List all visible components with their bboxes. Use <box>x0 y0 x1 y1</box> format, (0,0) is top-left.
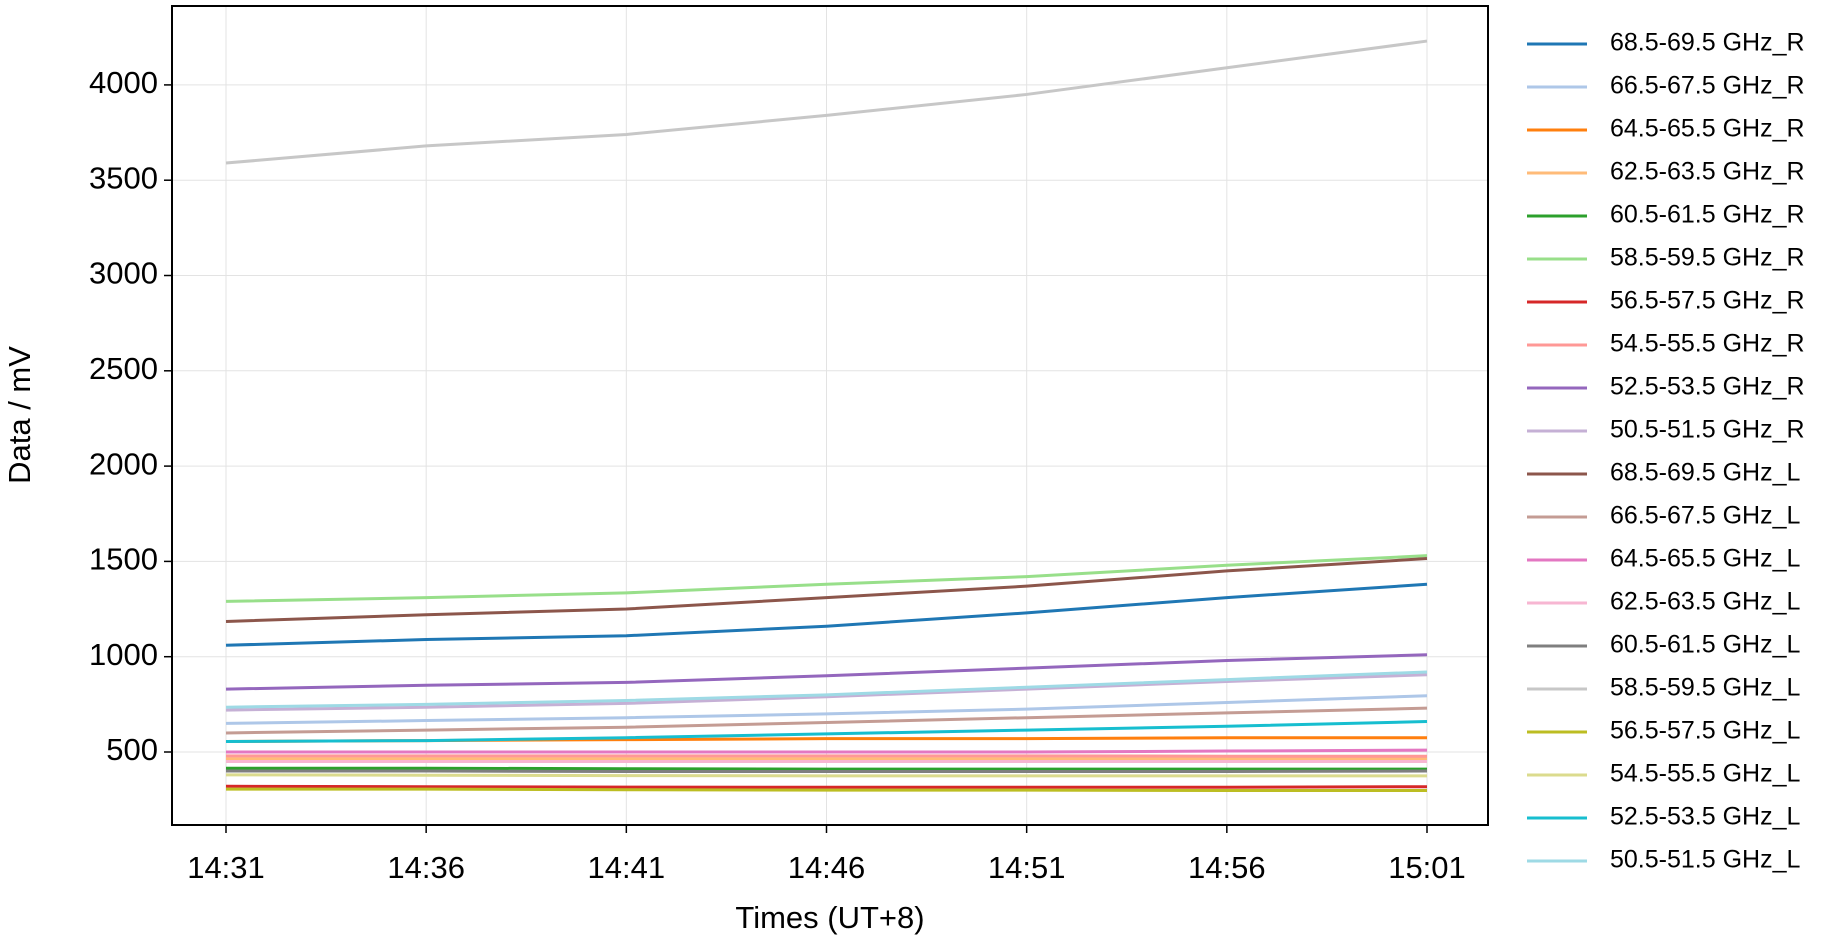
x-tick-label: 14:46 <box>788 850 866 885</box>
data-line <box>225 773 1427 778</box>
legend-label: 64.5-65.5 GHz_L <box>1610 545 1800 573</box>
data-line <box>225 720 1428 744</box>
legend-label: 52.5-53.5 GHz_R <box>1610 373 1805 401</box>
y-tick-label: 4000 <box>89 65 158 100</box>
legend-label: 54.5-55.5 GHz_L <box>1610 760 1800 788</box>
legend-label: 50.5-51.5 GHz_R <box>1610 416 1805 444</box>
legend-label: 56.5-57.5 GHz_R <box>1610 287 1805 315</box>
legend-label: 66.5-67.5 GHz_L <box>1610 502 1800 530</box>
x-tick-label: 14:41 <box>588 850 666 885</box>
legend-label: 56.5-57.5 GHz_L <box>1610 717 1800 745</box>
data-line <box>225 653 1428 691</box>
data-line <box>225 557 1428 623</box>
y-tick-label: 1500 <box>89 542 158 577</box>
legend-label: 60.5-61.5 GHz_L <box>1610 631 1800 659</box>
data-line <box>225 706 1428 735</box>
data-line <box>226 766 1427 771</box>
x-tick-label: 14:51 <box>988 850 1066 885</box>
y-tick-label: 3000 <box>89 256 158 291</box>
x-tick-label: 14:56 <box>1188 850 1266 885</box>
y-tick-label: 2000 <box>89 446 158 481</box>
data-line <box>225 582 1428 647</box>
x-tick-label: 14:31 <box>187 850 265 885</box>
data-line <box>226 748 1428 754</box>
data-line <box>225 673 1428 712</box>
legend-label: 58.5-59.5 GHz_L <box>1610 674 1800 702</box>
y-axis-label: Data / mV <box>2 346 37 484</box>
data-line <box>225 670 1428 709</box>
legend-label: 68.5-69.5 GHz_L <box>1610 459 1800 487</box>
legend-label: 64.5-65.5 GHz_R <box>1610 115 1805 143</box>
x-tick-label: 15:01 <box>1388 850 1466 885</box>
data-line <box>225 694 1428 725</box>
data-line <box>225 784 1428 789</box>
legend-label: 66.5-67.5 GHz_R <box>1610 72 1805 100</box>
x-axis-label: Times (UT+8) <box>735 900 924 935</box>
y-tick-label: 3500 <box>89 160 158 195</box>
y-tick-label: 2500 <box>89 351 158 386</box>
plot-frame <box>171 5 1489 826</box>
legend-label: 52.5-53.5 GHz_L <box>1610 803 1800 831</box>
legend-label: 58.5-59.5 GHz_R <box>1610 244 1805 272</box>
legend-label: 62.5-63.5 GHz_L <box>1610 588 1800 616</box>
legend-label: 54.5-55.5 GHz_R <box>1610 330 1805 358</box>
data-line <box>226 787 1427 793</box>
data-line <box>225 39 1428 165</box>
y-tick-label: 1000 <box>89 637 158 672</box>
legend-label: 68.5-69.5 GHz_R <box>1610 29 1805 57</box>
x-tick-label: 14:36 <box>387 850 465 885</box>
data-line <box>225 554 1428 603</box>
y-tick-label: 500 <box>106 732 158 767</box>
legend-label: 50.5-51.5 GHz_L <box>1610 846 1800 874</box>
legend-label: 62.5-63.5 GHz_R <box>1610 158 1805 186</box>
legend-label: 60.5-61.5 GHz_R <box>1610 201 1805 229</box>
